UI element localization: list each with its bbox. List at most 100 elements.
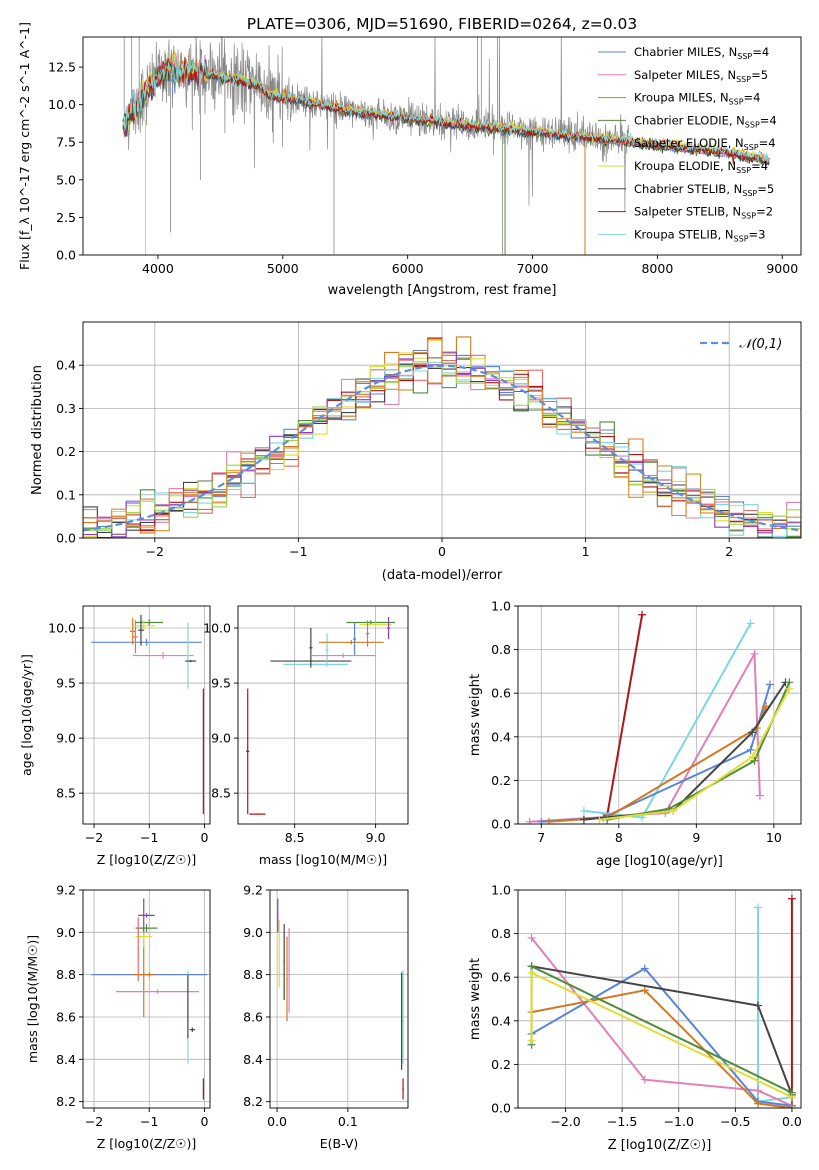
spectrum-ytick-label-4: 10.0 (48, 97, 76, 112)
legend-label-tail-5: =4 (751, 159, 768, 173)
legend-label-8: Kroupa STELIB, NSSP=3 (634, 227, 765, 243)
weight_vs_Z-series-7 (530, 971, 793, 1099)
age_vs_mass-ytick-label-0: 8.5 (211, 786, 231, 801)
weight_vs_age-ytick-label-1: 0.2 (491, 773, 511, 788)
weight_vs_Z-marker-4-3 (787, 1104, 796, 1108)
spectrum-xtick-label-3: 7000 (517, 261, 549, 276)
mass_vs_ebv-ytick-label-5: 9.2 (243, 883, 263, 898)
weight_vs_Z-ylabel: mass weight (468, 958, 483, 1040)
weight_vs_age-marker-3-2 (746, 745, 755, 754)
spectrum-ytick-label-3: 7.5 (56, 135, 76, 150)
weight_vs_age-marker-2-0 (525, 817, 534, 824)
legend-gaussian-label: 𝒩(0,1) (739, 337, 782, 352)
age_vs_Z-ytick-label-0: 8.5 (56, 786, 76, 801)
weight_vs_age-xtick-label-2: 9 (692, 830, 700, 845)
weight_vs_Z-marker-4-2 (753, 1099, 762, 1108)
weight_vs_Z-ytick-label-5: 1.0 (491, 883, 511, 898)
residual_hist-xtick-label-1: −1 (289, 544, 307, 559)
legend-label-5: Kroupa ELODIE, NSSP=4 (634, 159, 768, 175)
residual_hist-xtick-label-3: 1 (582, 544, 590, 559)
age_vs_Z-ylabel: age [log10(age/yr)] (19, 654, 34, 776)
weight_vs_Z-marker-2-2 (753, 1086, 762, 1095)
weight_vs_age-xlabel: age [log10(age/yr)] (596, 854, 723, 869)
weight_vs_age-series-0 (606, 614, 644, 816)
legend-label-base-6: Chabrier STELIB, N (634, 182, 742, 196)
legend-label-tail-8: =3 (749, 227, 766, 241)
mass_vs_Z-ytick-label-5: 9.2 (56, 883, 76, 898)
legend-label-sub-0: SSP (737, 52, 752, 61)
residual_hist-ytick-label-3: 0.3 (56, 401, 76, 416)
weight_vs_Z-series-1 (757, 907, 793, 1103)
spectrum-xlabel: wavelength [Angstrom, rest frame] (328, 283, 557, 298)
weight_vs_age-frame (517, 605, 802, 825)
mass_vs_Z-plot-area (91, 898, 208, 1100)
weight_vs_Z-series-6 (530, 964, 793, 1094)
figure-title: PLATE=0306, MJD=51690, FIBERID=0264, z=0… (247, 15, 637, 33)
weight_vs_Z-plot-area (527, 894, 796, 1108)
weight_vs_Z-marker-0-0 (787, 894, 796, 903)
legend-label-7: Salpeter STELIB, NSSP=2 (634, 205, 773, 221)
weight_vs_Z-series-2 (530, 937, 793, 1107)
age_vs_mass-frame (237, 605, 409, 825)
weight_vs_age-marker-3-3 (765, 680, 774, 689)
spectrum-xtick-label-0: 4000 (142, 261, 174, 276)
legend-label-base-3: Chabrier ELODIE, N (634, 113, 745, 127)
spectrum-ytick-label-5: 12.5 (48, 60, 76, 75)
age_vs_Z-ytick-label-2: 9.5 (56, 676, 76, 691)
weight_vs_Z-xtick-label-0: −2.0 (550, 1114, 580, 1129)
age_vs_Z-xlabel: Z [log10(Z/Z☉)] (97, 852, 197, 867)
legend-label-2: Kroupa MILES, NSSP=4 (634, 91, 760, 107)
mass_vs_ebv-xtick-label-0: 0.0 (267, 1114, 287, 1129)
gaussian-curve (83, 364, 801, 532)
age_vs_mass-xtick-label-1: 9.0 (366, 830, 386, 845)
model-spectrum-line-8 (122, 56, 770, 163)
spectrum-frame (82, 36, 802, 256)
weight_vs_Z-marker-3-1 (640, 964, 649, 973)
residual_hist-ytick-label-0: 0.0 (56, 531, 76, 546)
weight_vs_age-series-4 (548, 705, 768, 823)
weight_vs_age-marker-6-2 (750, 756, 759, 765)
mass_vs_ebv-ytick-label-4: 9.0 (243, 925, 263, 940)
legend-label-3: Chabrier ELODIE, NSSP=4 (634, 113, 777, 129)
mass_vs_Z-ytick-label-2: 8.6 (56, 1009, 76, 1024)
age-vs-metallicity-chart: −2 −1 0 8.5 9.0 9.5 10.0 Z [log10(Z/Z☉)] age [lo… (19, 605, 211, 867)
weight_vs_age-ytick-label-3: 0.6 (491, 686, 511, 701)
weight_vs_Z-xtick-label-3: −0.5 (720, 1114, 750, 1129)
legend-label-4: Salpeter ELODIE, NSSP=4 (634, 136, 776, 152)
mass_vs_ebv-plot-area (277, 898, 404, 1100)
weight_vs_age-ytick-label-4: 0.8 (491, 642, 511, 657)
mass_vs_Z-xtick-label-1: −1 (140, 1114, 158, 1129)
legend-label-tail-6: =5 (757, 182, 774, 196)
weight_vs_age-marker-0-1 (638, 610, 647, 619)
legend-label-tail-3: =4 (760, 113, 777, 127)
legend-label-sub-6: SSP (742, 189, 757, 198)
residual_hist-xtick-label-2: 0 (438, 544, 446, 559)
weight_vs_age-marker-4-0 (545, 817, 554, 824)
mass_vs_ebv-ytick-label-1: 8.4 (243, 1052, 263, 1067)
legend-label-sub-4: SSP (744, 143, 759, 152)
weight_vs_age-marker-1-2 (746, 619, 755, 628)
legend-label-base-1: Salpeter MILES, N (634, 68, 736, 82)
legend-label-base-7: Salpeter STELIB, N (634, 205, 741, 219)
legend-label-sub-2: SSP (729, 98, 744, 107)
age_vs_Z-plot-area (91, 614, 204, 815)
weight_vs_age-marker-2-3 (755, 791, 764, 800)
spectrum-ytick-label-1: 2.5 (56, 210, 76, 225)
legend-label-base-5: Kroupa ELODIE, N (634, 159, 736, 173)
weight_vs_Z-marker-5-1 (753, 1001, 762, 1010)
mass_vs_Z-xtick-label-0: −2 (85, 1114, 103, 1129)
mass_vs_Z-ytick-label-4: 9.0 (56, 925, 76, 940)
weight_vs_age-series-3 (541, 684, 771, 823)
legend-label-sub-1: SSP (736, 75, 751, 84)
age_vs_Z-xtick-label-1: −1 (140, 830, 158, 845)
age_vs_mass-ytick-label-3: 10.0 (203, 621, 231, 636)
weight_vs_age-series-7 (599, 688, 791, 821)
legend-label-tail-0: =4 (752, 45, 769, 59)
weight_vs_Z-marker-4-1 (640, 986, 649, 995)
residual_hist-ytick-label-2: 0.2 (56, 444, 76, 459)
weight_vs_age-ytick-label-5: 1.0 (491, 599, 511, 614)
age_vs_Z-ytick-label-3: 10.0 (48, 621, 76, 636)
weight_vs_age-ytick-label-0: 0.0 (491, 817, 511, 832)
legend-label-base-8: Kroupa STELIB, N (634, 227, 734, 241)
